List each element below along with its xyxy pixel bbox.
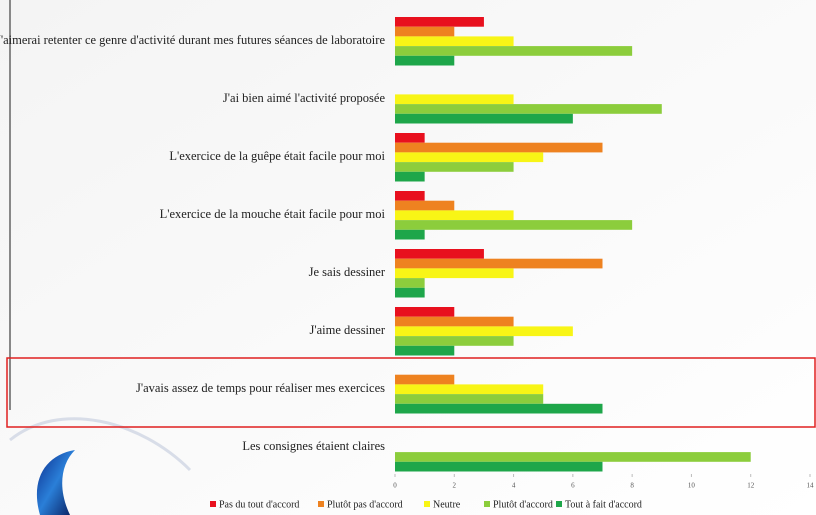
bar — [395, 229, 425, 240]
legend-swatch — [484, 501, 490, 507]
legend-label: Neutre — [433, 499, 461, 510]
legend-swatch — [424, 501, 430, 507]
category-label: J'ai bien aimé l'activité proposée — [223, 91, 386, 105]
x-tick-label: 14 — [807, 482, 815, 490]
bar — [395, 152, 544, 163]
bar — [395, 191, 425, 201]
bar — [395, 336, 514, 346]
category-label: J'avais assez de temps pour réaliser mes… — [136, 381, 385, 395]
category-label: L'exercice de la guêpe était facile pour… — [169, 149, 385, 163]
bar — [395, 94, 514, 105]
bar — [395, 104, 662, 114]
bar — [395, 316, 514, 327]
bar — [395, 326, 573, 337]
legend-swatch — [556, 501, 562, 507]
x-tick-label: 8 — [630, 482, 634, 490]
bar — [395, 403, 603, 414]
bar — [395, 200, 455, 211]
legend-label: Pas du tout d'accord — [219, 499, 299, 510]
x-tick-label: 10 — [688, 482, 696, 490]
bar — [395, 345, 455, 356]
bar — [395, 249, 484, 259]
category-label: Les consignes étaient claires — [242, 439, 385, 453]
highlight-box — [6, 357, 816, 428]
bar — [395, 258, 603, 269]
bar — [395, 461, 603, 472]
bar — [395, 142, 603, 153]
category-label: L'exercice de la mouche était facile pou… — [160, 207, 386, 221]
legend-label: Plutôt pas d'accord — [327, 499, 403, 510]
category-label: J'aime dessiner — [310, 323, 386, 337]
legend-swatch — [318, 501, 324, 507]
category-label: Je sais dessiner — [309, 265, 386, 279]
bar — [395, 26, 455, 37]
bar — [395, 307, 455, 317]
bar — [395, 17, 484, 27]
bar — [395, 36, 514, 47]
category-label: J'aimerai retenter ce genre d'activité d… — [0, 33, 385, 47]
x-tick-label: 4 — [512, 482, 516, 490]
x-tick-label: 6 — [571, 482, 575, 490]
legend-label: Tout à fait d'accord — [565, 499, 642, 510]
x-tick-label: 0 — [393, 482, 397, 490]
legend-swatch — [210, 501, 216, 507]
bar — [395, 384, 544, 395]
bar — [395, 452, 751, 462]
logo — [36, 450, 75, 515]
bar — [395, 287, 425, 298]
bar — [395, 220, 633, 230]
bar — [395, 278, 425, 288]
bar — [395, 394, 544, 404]
x-tick-label: 2 — [453, 482, 457, 490]
bar — [395, 268, 514, 279]
bar — [395, 162, 514, 172]
bar — [395, 55, 455, 66]
swoosh — [9, 417, 192, 472]
bar — [395, 210, 514, 221]
x-tick-label: 12 — [747, 482, 755, 490]
bar — [395, 171, 425, 182]
bar — [395, 374, 455, 385]
legend-label: Plutôt d'accord — [493, 499, 553, 510]
bar — [395, 113, 573, 124]
bar — [395, 46, 633, 56]
bar — [395, 133, 425, 143]
